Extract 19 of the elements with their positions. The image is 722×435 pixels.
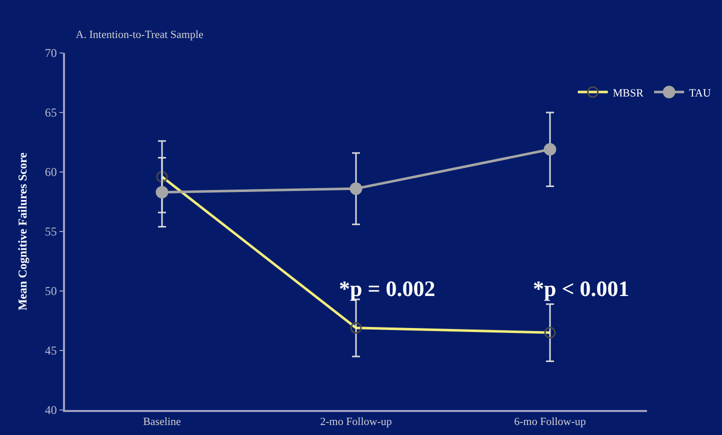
x-tick-label: 6-mo Follow-up bbox=[514, 416, 586, 428]
chart-title: A. Intention-to-Treat Sample bbox=[76, 29, 204, 42]
annotation: *p < 0.001 bbox=[533, 276, 630, 301]
y-tick-label: 40 bbox=[44, 403, 57, 418]
y-tick-label: 60 bbox=[44, 165, 57, 180]
y-tick-label: 50 bbox=[44, 284, 57, 298]
x-tick-label: Baseline bbox=[143, 416, 182, 428]
point bbox=[350, 182, 362, 195]
y-axis-title: Mean Cognitive Failures Score bbox=[16, 152, 30, 310]
point bbox=[156, 186, 168, 198]
y-tick-label: 45 bbox=[44, 344, 57, 358]
legend-label: TAU bbox=[689, 87, 711, 100]
annotation: *p = 0.002 bbox=[339, 276, 436, 301]
y-tick-label: 70 bbox=[44, 46, 57, 60]
legend-label: MBSR bbox=[612, 87, 644, 100]
y-tick-label: 65 bbox=[44, 106, 57, 120]
y-tick-label: 55 bbox=[44, 224, 57, 239]
point bbox=[544, 143, 556, 156]
x-tick-label: 2-mo Follow-up bbox=[320, 416, 392, 428]
